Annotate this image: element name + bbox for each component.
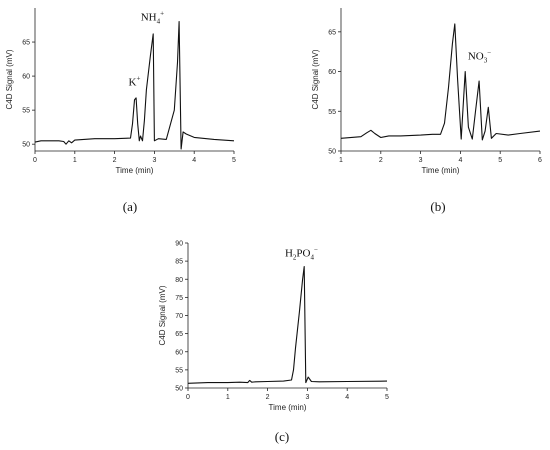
y-tick-label: 65 [328, 29, 336, 36]
y-tick-label: 50 [22, 142, 30, 149]
peak-label: K+ [129, 75, 141, 89]
y-tick-label: 85 [175, 259, 183, 266]
peak-label: H2PO4− [285, 245, 318, 261]
x-tick-label: 5 [385, 394, 389, 401]
panel-label-a: (a) [123, 199, 137, 214]
x-tick-label: 4 [458, 157, 462, 164]
y-tick-label: 80 [175, 277, 183, 284]
peak-label: NO3− [468, 49, 491, 65]
x-tick-label: 2 [379, 157, 383, 164]
x-axis-title: Time (min) [422, 166, 460, 175]
panel-label-c: (c) [275, 429, 289, 444]
peak-label-base: NH [141, 11, 157, 23]
x-axis-title: Time (min) [269, 403, 307, 412]
peak-label: NH4+ [141, 9, 164, 25]
y-tick-label: 60 [175, 349, 183, 356]
y-tick-label: 55 [328, 109, 336, 116]
x-tick-label: 5 [498, 157, 502, 164]
x-tick-label: 4 [345, 394, 349, 401]
peak-label-superscript: + [137, 75, 141, 83]
x-tick-label: 3 [152, 157, 156, 164]
y-tick-label: 55 [175, 367, 183, 374]
peak-label-base: NO [468, 51, 484, 63]
y-tick-label: 50 [328, 149, 336, 156]
y-tick-label: 60 [328, 69, 336, 76]
peak-label-base: H [285, 247, 293, 259]
x-tick-label: 2 [266, 394, 270, 401]
x-tick-label: 5 [232, 157, 236, 164]
x-tick-label: 2 [113, 157, 117, 164]
y-tick-label: 50 [175, 386, 183, 393]
signal-trace [341, 24, 540, 140]
y-tick-label: 65 [22, 40, 30, 47]
signal-trace [188, 267, 387, 384]
y-axis-title: C4D Signal (mV) [5, 49, 14, 109]
x-tick-label: 3 [419, 157, 423, 164]
peak-label-superscript: − [487, 49, 491, 57]
x-tick-label: 1 [339, 157, 343, 164]
peak-label-subscript: 4 [310, 253, 314, 261]
x-tick-label: 1 [73, 157, 77, 164]
peak-label-subscript: 3 [484, 57, 488, 65]
x-tick-label: 4 [192, 157, 196, 164]
x-tick-label: 0 [186, 394, 190, 401]
y-tick-label: 90 [175, 241, 183, 248]
x-tick-label: 0 [33, 157, 37, 164]
peak-label-superscript: + [160, 9, 164, 17]
y-tick-label: 60 [22, 74, 30, 81]
peak-label-base: K [129, 77, 137, 89]
panel-label-b: (b) [430, 199, 445, 214]
peak-label-text: PO [296, 247, 310, 259]
y-tick-label: 55 [22, 108, 30, 115]
x-axis-title: Time (min) [116, 166, 154, 175]
x-tick-label: 3 [305, 394, 309, 401]
chart-panel-b: 1 2 3 4 5 6 50 55 60 65 Time (min) C4D Signal (mV) N… [311, 8, 542, 175]
peak-label-subscript: 4 [157, 17, 161, 25]
x-tick-label: 6 [538, 157, 542, 164]
y-tick-label: 70 [175, 313, 183, 320]
y-axis-title: C4D Signal (mV) [158, 285, 167, 345]
peak-label-superscript: − [314, 245, 318, 253]
y-tick-label: 75 [175, 295, 183, 302]
x-tick-label: 1 [226, 394, 230, 401]
y-axis-title: C4D Signal (mV) [311, 49, 320, 109]
y-tick-label: 65 [175, 331, 183, 338]
